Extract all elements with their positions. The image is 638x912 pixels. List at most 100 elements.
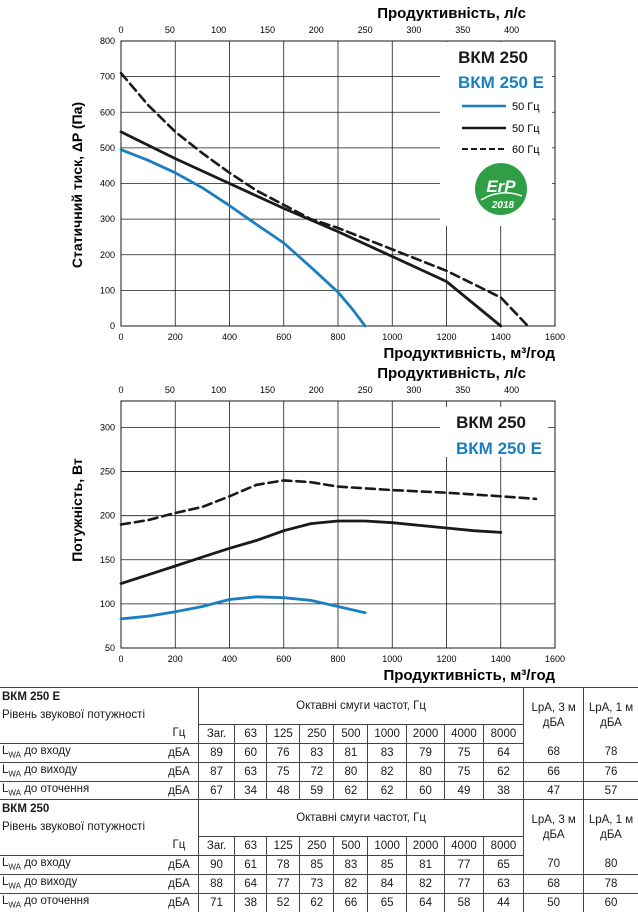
x-tick-label: 1200 xyxy=(436,332,456,342)
lpa-3m-header: LpA, 3 м дБА xyxy=(523,799,584,855)
power-y-axis-label: Потужність, Вт xyxy=(69,458,85,562)
table-cell-lpa3: 68 xyxy=(523,743,584,763)
pressure-model-label: ВКМ 250 xyxy=(458,48,528,67)
x2-tick-label: 350 xyxy=(455,25,470,35)
table-row: LWA до оточення дБА 67 34 48 59 62 62 60 49 38 47 57 xyxy=(0,781,638,800)
row-label: LWA до входу xyxy=(0,855,160,875)
legend-label-60hz-dashed: 60 Гц xyxy=(512,144,540,156)
band-col-8000: 8000 xyxy=(482,723,524,744)
table-cell: 84 xyxy=(367,874,407,894)
table-cell: 75 xyxy=(444,762,484,782)
band-header: Октавні смуги частот, Гц xyxy=(197,799,524,836)
x-tick-label: 1000 xyxy=(382,654,402,664)
x2-tick-label: 400 xyxy=(504,385,519,395)
c2-series-0-dashed-black xyxy=(119,479,538,526)
x2-tick-label: 250 xyxy=(358,385,373,395)
legend-label-50hz-black: 50 Гц xyxy=(512,123,540,135)
table-cell: 63 xyxy=(482,874,524,894)
x-tick-label: 1600 xyxy=(545,654,565,664)
c1-series-2-dashed-black xyxy=(119,71,530,328)
table-cell: 73 xyxy=(299,874,334,894)
pressure-x2-ticks: 0 50 100 150 200 250 300 350 400 xyxy=(118,25,519,35)
row-unit: дБА xyxy=(160,743,199,763)
pressure-model-e-label: ВКМ 250 Е xyxy=(458,73,544,92)
band-col-2000: 2000 xyxy=(405,723,445,744)
band-col-500: 500 xyxy=(333,835,368,856)
table-cell: 89 xyxy=(197,743,235,763)
x-tick-label: 400 xyxy=(222,332,237,342)
y-tick-label: 200 xyxy=(100,250,115,260)
table-cell: 49 xyxy=(444,781,484,800)
x2-tick-label: 250 xyxy=(358,25,373,35)
band-col-8000: 8000 xyxy=(482,835,524,856)
hz-header: Гц xyxy=(160,724,199,744)
c2-series-2-solid-blue xyxy=(119,595,367,621)
x2-tick-label: 0 xyxy=(118,25,123,35)
table-cell: 71 xyxy=(197,893,235,912)
table-cell: 59 xyxy=(299,781,334,800)
x-tick-label: 200 xyxy=(168,332,183,342)
table-subtitle-row: Рівень звукової потужності xyxy=(0,818,638,836)
band-col-250: 250 xyxy=(299,835,334,856)
table-cell-lpa1: 60 xyxy=(583,893,638,912)
table-cell: 81 xyxy=(405,855,445,875)
table-cell-lpa1: 76 xyxy=(583,762,638,782)
x2-tick-label: 150 xyxy=(260,385,275,395)
power-model-label: ВКМ 250 xyxy=(456,413,526,432)
table-cell: 82 xyxy=(333,874,368,894)
c1-series-0-solid-blue xyxy=(119,148,367,328)
table-title: ВКМ 250 xyxy=(0,799,199,818)
x-tick-label: 1600 xyxy=(545,332,565,342)
table-row: LWA до виходу дБА 88 64 77 73 82 84 82 77 63 68 78 xyxy=(0,874,638,894)
table-cell: 66 xyxy=(333,893,368,912)
table-cell: 83 xyxy=(333,855,368,875)
lpa-3m-header: LpA, 3 м дБА xyxy=(523,687,584,743)
x2-tick-label: 100 xyxy=(211,25,226,35)
table-cell-lpa1: 78 xyxy=(583,874,638,894)
erp-badge-top: ErP xyxy=(486,177,516,196)
table-row: LWA до оточення дБА 71 38 52 62 66 65 64 58 44 50 60 xyxy=(0,893,638,912)
row-unit: дБА xyxy=(160,762,199,782)
table-cell-lpa1: 57 xyxy=(583,781,638,800)
table-cell: 82 xyxy=(367,762,407,782)
band-col-2000: 2000 xyxy=(405,835,445,856)
table-cell: 38 xyxy=(234,893,267,912)
table-cell: 34 xyxy=(234,781,267,800)
erp-badge: ErP 2018 xyxy=(475,163,527,215)
table-cell: 62 xyxy=(299,893,334,912)
x2-tick-label: 100 xyxy=(211,385,226,395)
pressure-y-ticks: 0 100 200 300 400 500 600 700 800 xyxy=(100,36,115,331)
lpa-1m-header: LpA, 1 м дБА xyxy=(583,687,638,743)
x-tick-label: 400 xyxy=(222,654,237,664)
y-tick-label: 100 xyxy=(100,285,115,295)
y-tick-label: 400 xyxy=(100,179,115,189)
x2-tick-label: 50 xyxy=(165,25,175,35)
pressure-chart: 0 200 400 600 800 1000 1200 1400 1600 0 50 100 150 2… xyxy=(69,5,565,362)
table-cell: 78 xyxy=(266,855,300,875)
y-tick-label: 0 xyxy=(110,321,115,331)
y-tick-label: 300 xyxy=(100,422,115,432)
y-tick-label: 250 xyxy=(100,467,115,477)
table-cell: 60 xyxy=(234,743,267,763)
table-subtitle: Рівень звукової потужності xyxy=(2,709,145,721)
table-cell-lpa3: 50 xyxy=(523,893,584,912)
table-cell: 75 xyxy=(444,743,484,763)
table-cell: 77 xyxy=(444,874,484,894)
table-cell: 83 xyxy=(367,743,407,763)
x-tick-label: 800 xyxy=(330,332,345,342)
table-cell: 80 xyxy=(405,762,445,782)
row-unit: дБА xyxy=(168,784,190,797)
y-tick-label: 600 xyxy=(100,107,115,117)
table-cell: 90 xyxy=(197,855,235,875)
band-col-4000: 4000 xyxy=(444,835,484,856)
x2-tick-label: 350 xyxy=(455,385,470,395)
y-tick-label: 100 xyxy=(100,599,115,609)
table-cell-lpa3: 70 xyxy=(523,855,584,875)
band-col-Заг.: Заг. xyxy=(197,835,235,856)
table-row: LWA до входу дБА 90 61 78 85 83 85 81 77 65 70 80 xyxy=(0,855,638,875)
x-tick-label: 600 xyxy=(276,332,291,342)
table-cell: 48 xyxy=(266,781,300,800)
x-tick-label: 800 xyxy=(330,654,345,664)
row-label: LWA до виходу xyxy=(0,762,160,782)
table-cell: 77 xyxy=(266,874,300,894)
